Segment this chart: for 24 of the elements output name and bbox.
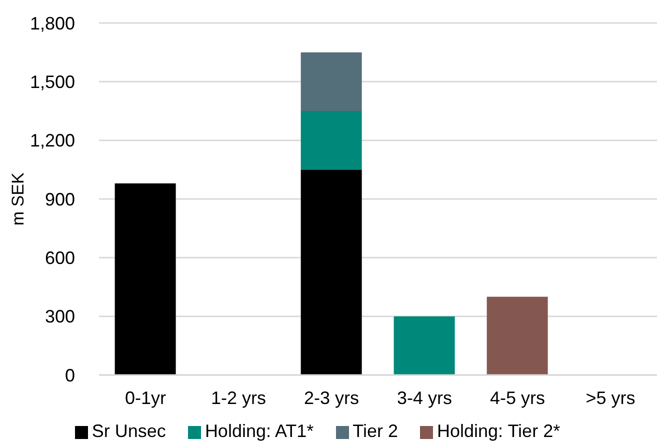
bar [394,316,455,375]
legend-label: Holding: Tier 2* [437,421,560,441]
y-tick-label: 600 [44,248,75,268]
x-tick-label: >5 yrs [586,388,636,408]
legend-label: Holding: AT1* [204,421,314,441]
y-tick-label: 1,200 [30,130,75,151]
bar [300,170,362,375]
x-tick-label: 2-3 yrs [304,388,360,408]
y-tick-label: 300 [44,306,75,327]
bar [300,52,362,111]
legend-label: Sr Unsec [92,421,166,441]
x-tick-label: 4-5 yrs [490,388,546,408]
y-tick-label: 1,800 [30,13,75,34]
y-tick-label: 900 [44,189,75,210]
bar [114,183,176,375]
y-tick-label: 0 [64,365,75,386]
legend-label: Tier 2 [352,421,398,441]
bar [486,296,548,375]
bar [300,111,362,170]
y-tick-label: 1,500 [30,72,75,92]
x-tick-label: 0-1yr [124,388,166,408]
y-axis-title: m SEK [8,172,28,226]
x-tick-label: 1-2 yrs [210,388,266,408]
x-tick-label: 3-4 yrs [396,388,452,408]
